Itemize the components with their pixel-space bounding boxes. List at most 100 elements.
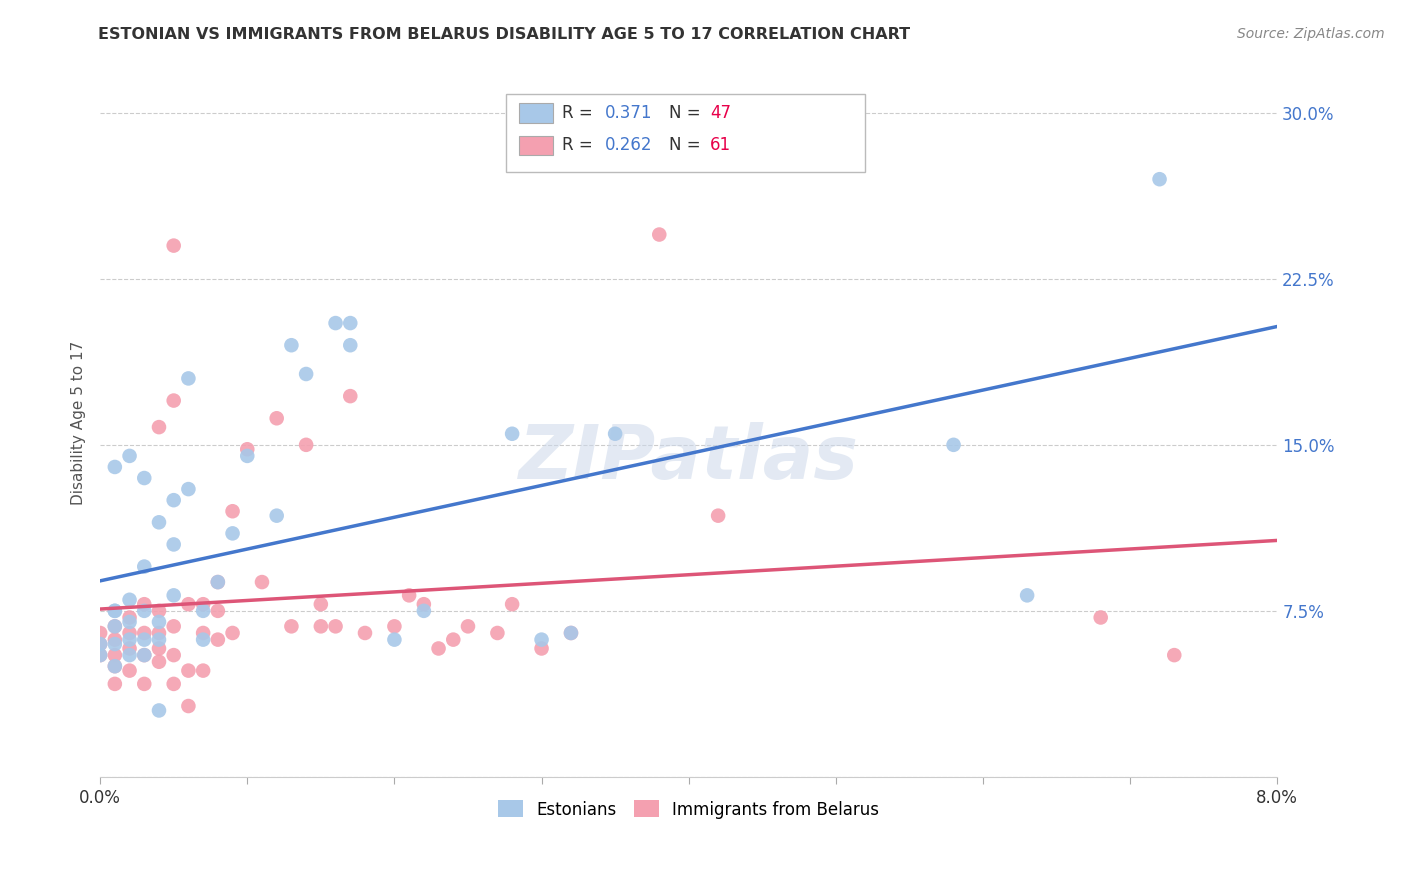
Point — [163, 238, 186, 252]
Point — [384, 619, 406, 633]
Point — [295, 367, 318, 381]
Point — [295, 438, 318, 452]
Point — [104, 659, 127, 673]
Point — [530, 641, 553, 656]
Point — [104, 604, 127, 618]
Point — [412, 597, 434, 611]
Point — [427, 641, 450, 656]
Point — [134, 632, 156, 647]
Point — [1090, 610, 1112, 624]
Point — [134, 648, 156, 662]
Point — [441, 632, 464, 647]
Point — [118, 632, 141, 647]
Point — [191, 632, 214, 647]
Text: R =: R = — [562, 104, 599, 122]
Point — [134, 597, 156, 611]
Point — [177, 699, 200, 714]
Point — [118, 615, 141, 629]
Point — [207, 604, 229, 618]
Point — [104, 632, 127, 647]
Point — [325, 619, 347, 633]
Point — [309, 597, 332, 611]
Point — [148, 626, 170, 640]
Point — [1163, 648, 1185, 662]
Point — [163, 537, 186, 551]
Point — [118, 664, 141, 678]
Point — [118, 641, 141, 656]
Point — [134, 677, 156, 691]
Text: ESTONIAN VS IMMIGRANTS FROM BELARUS DISABILITY AGE 5 TO 17 CORRELATION CHART: ESTONIAN VS IMMIGRANTS FROM BELARUS DISA… — [98, 27, 911, 42]
Point — [942, 438, 965, 452]
Point — [89, 626, 111, 640]
Point — [177, 482, 200, 496]
Point — [501, 597, 523, 611]
Point — [163, 393, 186, 408]
Point — [134, 626, 156, 640]
Point — [207, 575, 229, 590]
Point — [104, 637, 127, 651]
Point — [148, 655, 170, 669]
Point — [339, 389, 361, 403]
Point — [1149, 172, 1171, 186]
Text: 0.262: 0.262 — [605, 136, 652, 154]
Point — [266, 508, 288, 523]
Point — [104, 619, 127, 633]
Point — [236, 449, 259, 463]
Point — [354, 626, 377, 640]
Point — [707, 508, 730, 523]
Point — [148, 703, 170, 717]
Point — [191, 604, 214, 618]
Point — [163, 588, 186, 602]
Point — [148, 420, 170, 434]
Point — [384, 632, 406, 647]
Point — [191, 664, 214, 678]
Point — [89, 648, 111, 662]
Point — [457, 619, 479, 633]
Point — [148, 604, 170, 618]
Text: 47: 47 — [710, 104, 731, 122]
Point — [163, 648, 186, 662]
Point — [339, 316, 361, 330]
Point — [163, 677, 186, 691]
Point — [530, 632, 553, 647]
Point — [163, 619, 186, 633]
Point — [266, 411, 288, 425]
Point — [236, 442, 259, 457]
Text: 61: 61 — [710, 136, 731, 154]
Point — [148, 641, 170, 656]
Text: N =: N = — [669, 136, 706, 154]
Legend: Estonians, Immigrants from Belarus: Estonians, Immigrants from Belarus — [492, 794, 886, 825]
Point — [280, 619, 302, 633]
Point — [118, 610, 141, 624]
Point — [104, 619, 127, 633]
Point — [104, 648, 127, 662]
Text: R =: R = — [562, 136, 599, 154]
Point — [177, 597, 200, 611]
Point — [325, 316, 347, 330]
Text: Source: ZipAtlas.com: Source: ZipAtlas.com — [1237, 27, 1385, 41]
Point — [104, 659, 127, 673]
Point — [148, 615, 170, 629]
Point — [148, 516, 170, 530]
Point — [118, 592, 141, 607]
Point — [104, 460, 127, 475]
Point — [207, 575, 229, 590]
Point — [134, 559, 156, 574]
Point — [221, 626, 243, 640]
Point — [148, 632, 170, 647]
Text: N =: N = — [669, 104, 706, 122]
Point — [134, 471, 156, 485]
Point — [486, 626, 509, 640]
Point — [1017, 588, 1039, 602]
Point — [118, 626, 141, 640]
Point — [250, 575, 273, 590]
Point — [191, 597, 214, 611]
Point — [309, 619, 332, 633]
Point — [163, 493, 186, 508]
Point — [104, 677, 127, 691]
Point — [221, 504, 243, 518]
Point — [89, 637, 111, 651]
Point — [104, 604, 127, 618]
Point — [118, 648, 141, 662]
Point — [191, 626, 214, 640]
